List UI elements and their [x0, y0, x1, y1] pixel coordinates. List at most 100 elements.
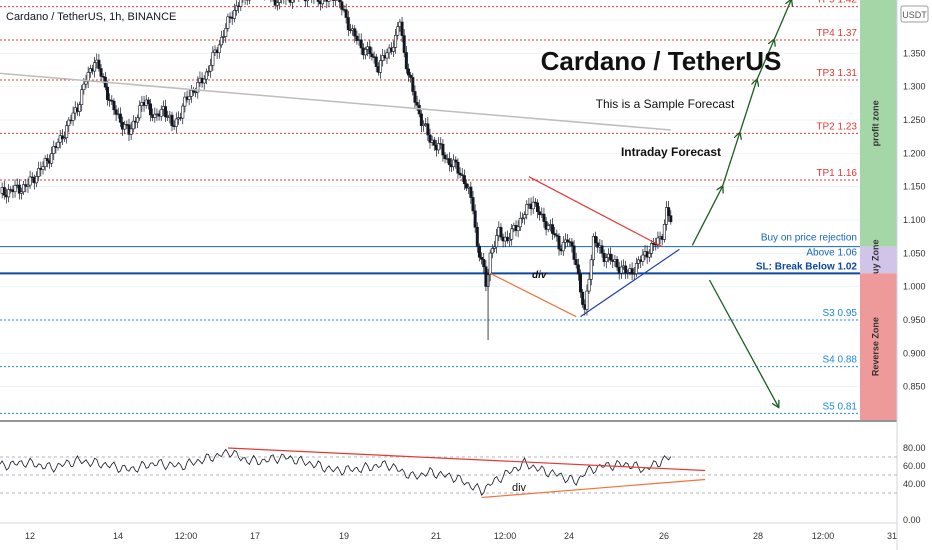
level-tp5: TP5 1.42	[0, 0, 860, 8]
candle	[207, 65, 211, 77]
ma-grey-line	[0, 72, 671, 131]
candle-body	[656, 237, 660, 246]
candle-body	[641, 254, 645, 262]
candle	[80, 85, 84, 112]
forecast-arrow-5	[708, 279, 779, 407]
reverse-zone-band	[860, 273, 897, 420]
candle-body	[587, 279, 591, 292]
time-tick-label: 19	[339, 531, 349, 541]
candle-body	[667, 207, 671, 217]
candle-body	[591, 236, 595, 261]
candle	[327, 0, 331, 7]
candle	[419, 110, 423, 132]
level-tp4: TP4 1.37	[0, 28, 860, 41]
candle	[555, 229, 559, 242]
candle-body	[204, 71, 208, 80]
candle	[574, 252, 578, 269]
candle-body	[99, 68, 103, 77]
candle	[465, 179, 469, 191]
candle-body	[391, 47, 395, 52]
candle-body	[452, 159, 456, 168]
candle	[245, 0, 249, 6]
time-tick-label: 17	[250, 531, 260, 541]
candle	[615, 256, 619, 271]
time-tick-label: 12	[25, 531, 35, 541]
candle	[385, 48, 389, 65]
candle	[106, 80, 110, 106]
candle	[204, 68, 208, 85]
candle	[652, 237, 656, 251]
candle-body	[346, 17, 350, 31]
candle	[363, 46, 367, 60]
candle-body	[275, 2, 279, 6]
candle	[71, 106, 75, 126]
candle-body	[574, 259, 578, 266]
candle-body	[570, 241, 574, 247]
candle	[591, 233, 595, 267]
level-label-tp5: TP5 1.42	[816, 0, 857, 6]
level-label-above: Above 1.06	[806, 248, 857, 259]
div-label-rsi: div	[512, 482, 527, 494]
candle	[283, 0, 285, 4]
candle	[84, 74, 88, 89]
candle	[50, 146, 54, 167]
candle	[346, 10, 350, 37]
candle	[170, 111, 174, 132]
candle	[275, 0, 279, 11]
candle	[211, 46, 215, 71]
candle	[520, 212, 524, 224]
candle	[370, 47, 374, 61]
candle-body	[652, 243, 656, 245]
price-tick-label: 0.850	[903, 382, 926, 392]
candle	[561, 236, 565, 256]
candle-body	[344, 9, 348, 18]
candle	[578, 269, 582, 298]
candle	[551, 218, 555, 240]
level-tp3: TP3 1.31	[0, 68, 860, 81]
candle	[437, 137, 441, 154]
time-tick-label: 12:00	[175, 531, 198, 541]
candle	[353, 25, 357, 43]
candle	[441, 139, 445, 162]
price-tick-label: 0.900	[903, 348, 926, 358]
intraday-note: Intraday Forecast	[621, 145, 721, 159]
candle-body	[419, 113, 423, 126]
time-tick-label: 31	[887, 531, 897, 541]
candle	[159, 105, 163, 121]
candle	[641, 249, 645, 266]
candle-body	[404, 52, 408, 70]
candle	[41, 161, 45, 175]
candle-body	[17, 184, 21, 194]
rsi-red-line	[227, 447, 706, 472]
candle-body	[551, 224, 555, 234]
level-tp1: TP1 1.16	[0, 168, 860, 181]
div-wedge-low-line	[489, 272, 577, 318]
candle-body	[207, 70, 211, 73]
candle	[490, 244, 494, 259]
candle	[570, 238, 574, 253]
candle	[331, 0, 335, 8]
candle-body	[553, 233, 557, 236]
candle-body	[222, 36, 226, 38]
buy-zone: Buy Zone	[860, 239, 897, 281]
candle-body	[146, 99, 150, 105]
candle-body	[288, 0, 292, 3]
candle	[166, 110, 170, 121]
candle-body	[465, 183, 469, 189]
triangle-bottom-line	[580, 248, 680, 318]
candle	[542, 207, 546, 228]
candle	[290, 0, 294, 9]
price-tick-label: 1.350	[903, 48, 926, 58]
candle-body	[219, 36, 223, 46]
level-sl: SL: Break Below 1.02	[0, 261, 860, 275]
candle	[153, 107, 157, 123]
candle	[136, 114, 140, 129]
candle-body	[189, 90, 193, 97]
candle	[62, 131, 66, 142]
buy-zone-band	[860, 246, 897, 274]
level-s5: S5 0.81	[0, 401, 860, 414]
candle-body	[546, 225, 550, 230]
candle	[480, 252, 484, 265]
candle-body	[45, 158, 49, 161]
currency-badge[interactable]: USDT	[900, 5, 929, 23]
